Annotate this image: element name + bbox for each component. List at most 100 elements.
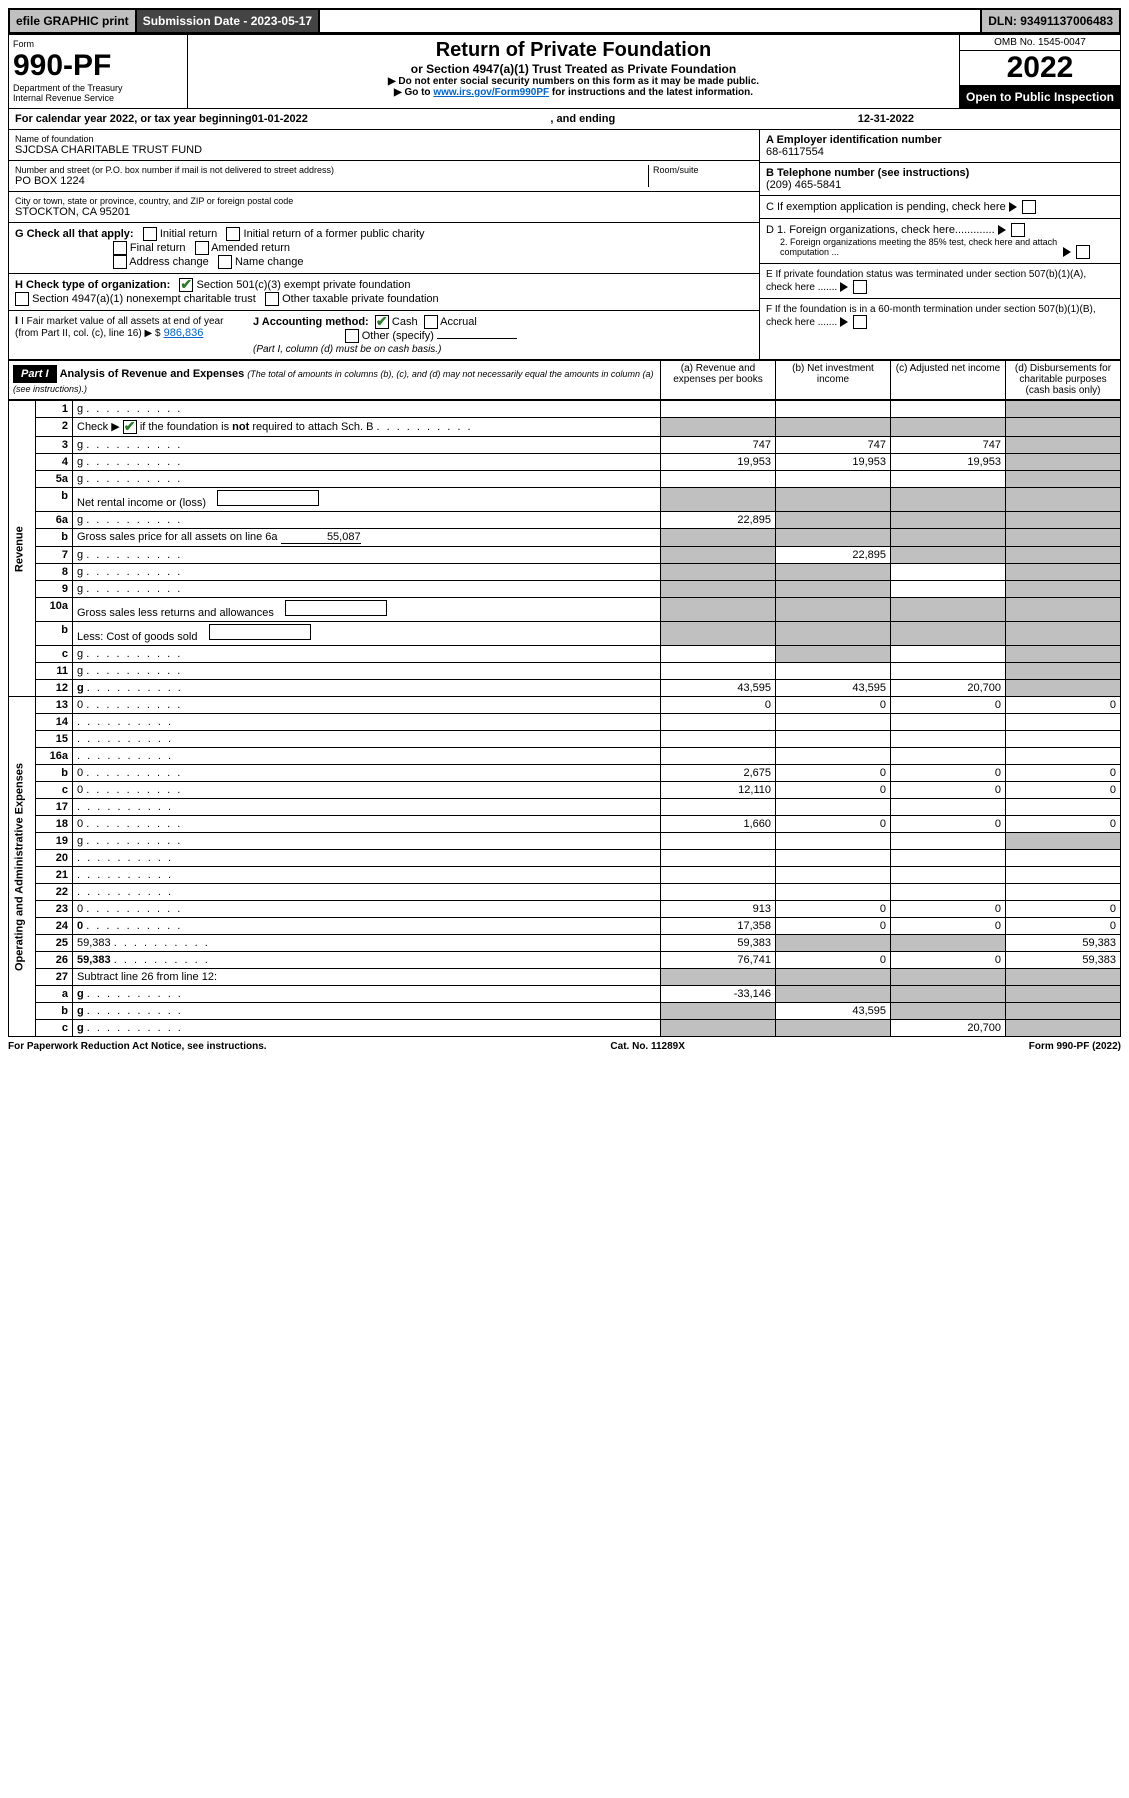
line-desc: g xyxy=(73,833,661,850)
line-desc: 0 xyxy=(73,765,661,782)
room-suite-label: Room/suite xyxy=(653,165,753,175)
data-cell xyxy=(891,884,1006,901)
line-num: c xyxy=(36,782,73,799)
line-num: 9 xyxy=(36,581,73,598)
line-desc: Gross sales less returns and allowances xyxy=(73,598,661,622)
table-row: 4g 19,95319,95319,953 xyxy=(9,454,1121,471)
part1-table: Revenue1g 2Check ▶ if the foundation is … xyxy=(8,400,1121,1037)
data-cell xyxy=(661,714,776,731)
form-number: 990-PF xyxy=(13,49,183,83)
data-cell: 0 xyxy=(1006,816,1121,833)
data-cell: 20,700 xyxy=(891,680,1006,697)
table-row: 5ag xyxy=(9,471,1121,488)
table-row: 14 xyxy=(9,714,1121,731)
data-cell: 0 xyxy=(661,697,776,714)
data-cell: 0 xyxy=(776,765,891,782)
data-cell: 0 xyxy=(1006,901,1121,918)
chk-address-change[interactable] xyxy=(113,255,127,269)
chk-name-change[interactable] xyxy=(218,255,232,269)
efile-label[interactable]: efile GRAPHIC print xyxy=(10,10,137,32)
instr-url: ▶ Go to www.irs.gov/Form990PF for instru… xyxy=(192,87,955,98)
part1-header: Part I Analysis of Revenue and Expenses … xyxy=(8,360,1121,400)
data-cell: 59,383 xyxy=(661,935,776,952)
line-desc: g xyxy=(73,680,661,697)
id-right: A Employer identification number 68-6117… xyxy=(759,130,1120,359)
line-desc: Net rental income or (loss) xyxy=(73,488,661,512)
chk-e[interactable] xyxy=(853,280,867,294)
line-num: 15 xyxy=(36,731,73,748)
data-cell: 0 xyxy=(776,697,891,714)
chk-f[interactable] xyxy=(853,315,867,329)
line-num: b xyxy=(36,1003,73,1020)
chk-501c3[interactable] xyxy=(179,278,193,292)
irs-link[interactable]: www.irs.gov/Form990PF xyxy=(433,87,549,98)
chk-amended-return[interactable] xyxy=(195,241,209,255)
data-cell: 19,953 xyxy=(776,454,891,471)
topbar: efile GRAPHIC print Submission Date - 20… xyxy=(8,8,1121,34)
data-cell: 0 xyxy=(776,901,891,918)
table-row: 2659,383 76,7410059,383 xyxy=(9,952,1121,969)
data-cell xyxy=(661,731,776,748)
line-num: b xyxy=(36,488,73,512)
chk-other-taxable[interactable] xyxy=(265,292,279,306)
data-cell: 43,595 xyxy=(776,680,891,697)
table-row: bGross sales price for all assets on lin… xyxy=(9,529,1121,547)
chk-4947a1[interactable] xyxy=(15,292,29,306)
line-desc: Check ▶ if the foundation is not require… xyxy=(73,418,661,437)
line-desc: g xyxy=(73,564,661,581)
line-num: 7 xyxy=(36,547,73,564)
data-cell: 0 xyxy=(891,901,1006,918)
chk-initial-former[interactable] xyxy=(226,227,240,241)
col-b-head: (b) Net investment income xyxy=(775,361,890,399)
data-cell xyxy=(661,471,776,488)
data-cell xyxy=(776,748,891,765)
data-cell xyxy=(661,547,776,564)
line-desc xyxy=(73,799,661,816)
data-cell: 0 xyxy=(776,952,891,969)
chk-final-return[interactable] xyxy=(113,241,127,255)
chk-c[interactable] xyxy=(1022,200,1036,214)
line-num: 12 xyxy=(36,680,73,697)
data-cell xyxy=(1006,663,1121,680)
table-row: 8g xyxy=(9,564,1121,581)
line-num: 1 xyxy=(36,401,73,418)
data-cell xyxy=(891,748,1006,765)
data-cell: 747 xyxy=(776,437,891,454)
table-row: cg xyxy=(9,646,1121,663)
data-cell xyxy=(1006,547,1121,564)
data-cell xyxy=(661,799,776,816)
chk-d2[interactable] xyxy=(1076,245,1090,259)
line-num: 20 xyxy=(36,850,73,867)
data-cell: 0 xyxy=(1006,697,1121,714)
data-cell xyxy=(661,1020,776,1037)
line-num: 16a xyxy=(36,748,73,765)
table-row: 19g xyxy=(9,833,1121,850)
data-cell xyxy=(776,850,891,867)
form-word: Form xyxy=(13,39,183,49)
col-c-head: (c) Adjusted net income xyxy=(890,361,1005,399)
line-num: 25 xyxy=(36,935,73,952)
data-cell xyxy=(661,748,776,765)
line-num: 23 xyxy=(36,901,73,918)
chk-other-method[interactable] xyxy=(345,329,359,343)
data-cell: 59,383 xyxy=(1006,952,1121,969)
fmv-value[interactable]: 986,836 xyxy=(164,327,204,339)
form-header: Form 990-PF Department of the Treasury I… xyxy=(8,34,1121,109)
address-cell: Number and street (or P.O. box number if… xyxy=(9,161,759,192)
data-cell xyxy=(891,714,1006,731)
col-d-head: (d) Disbursements for charitable purpose… xyxy=(1005,361,1120,399)
table-row: 7g 22,895 xyxy=(9,547,1121,564)
data-cell: 747 xyxy=(891,437,1006,454)
data-cell xyxy=(776,1020,891,1037)
line-desc: g xyxy=(73,512,661,529)
chk-initial-return[interactable] xyxy=(143,227,157,241)
data-cell: 22,895 xyxy=(661,512,776,529)
table-row: bLess: Cost of goods sold xyxy=(9,622,1121,646)
data-cell xyxy=(891,547,1006,564)
line-num: 13 xyxy=(36,697,73,714)
chk-d1[interactable] xyxy=(1011,223,1025,237)
data-cell xyxy=(891,850,1006,867)
chk-cash[interactable] xyxy=(375,315,389,329)
chk-accrual[interactable] xyxy=(424,315,438,329)
table-row: 2Check ▶ if the foundation is not requir… xyxy=(9,418,1121,437)
